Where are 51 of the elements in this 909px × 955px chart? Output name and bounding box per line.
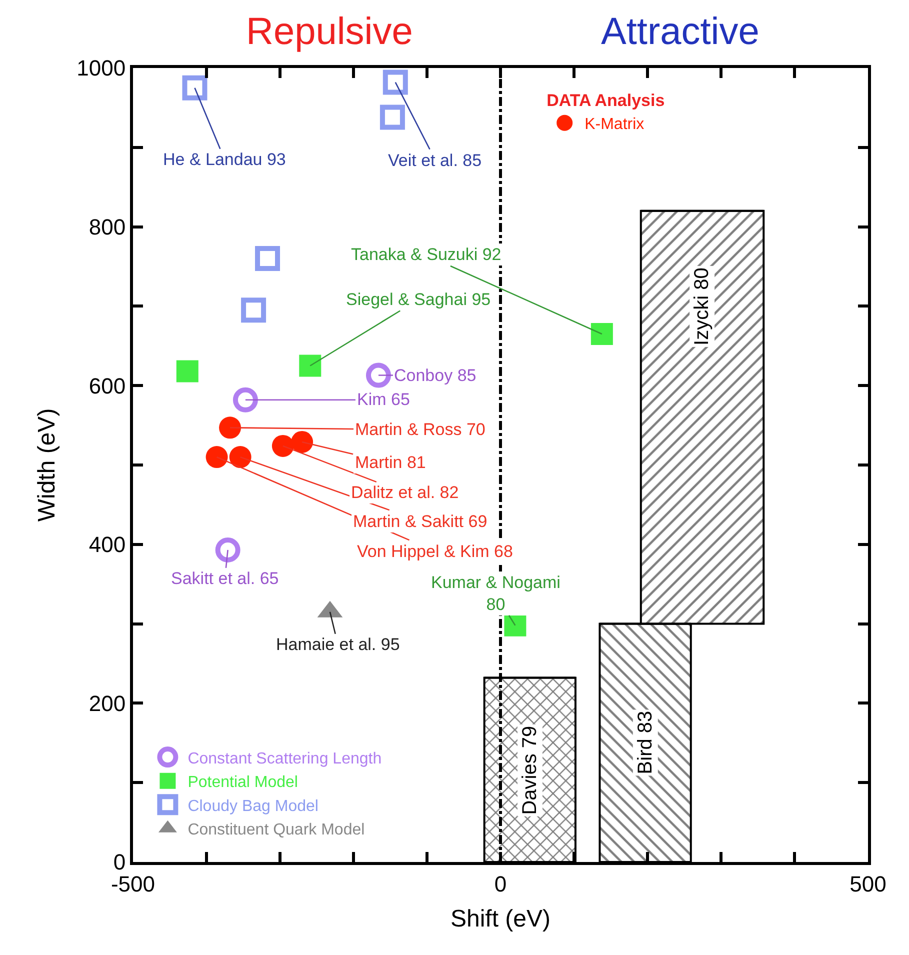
annotation: Martin & Ross 70 (355, 420, 486, 439)
point (255, 246, 280, 272)
point (291, 430, 314, 453)
x-tick-label: 500 (850, 871, 886, 896)
text: Attractive (601, 11, 760, 53)
point (206, 446, 228, 468)
annotation: Siegel & Saghai 95 (346, 290, 491, 309)
annotation: Martin & Sakitt 69 (353, 512, 488, 531)
x-tick-label: 0 (494, 871, 507, 896)
point (232, 387, 258, 412)
point (219, 416, 242, 439)
annotation: Sakitt et al. 65 (171, 569, 279, 588)
legend-title: DATA Analysis (546, 90, 665, 110)
annotation: Davies 79 (519, 726, 541, 815)
point (229, 446, 252, 468)
point (241, 298, 266, 323)
annotation: Hamaie et al. 95 (276, 635, 400, 654)
y-tick-label: 800 (88, 214, 126, 240)
annotation: Tanaka & Suzuki 92 (351, 245, 502, 264)
legend-label: K-Matrix (584, 116, 644, 134)
annotation: Kumar & Nogami 80 (431, 573, 560, 614)
point (382, 70, 408, 95)
legend-label: Cloudy Bag Model (188, 798, 318, 815)
annotation: Veit et al. 85 (388, 151, 482, 170)
y-tick-label: 1000 (76, 56, 126, 81)
x-axis-title: Shift (eV) (450, 906, 551, 933)
y-tick-label: 400 (88, 532, 126, 558)
point (380, 104, 405, 130)
y-tick-label: 200 (88, 690, 126, 716)
legend-label: Constituent Quark Model (188, 822, 365, 839)
legend-label: Potential Model (188, 774, 298, 792)
legend-label: Constant Scattering Length (188, 750, 382, 768)
annotation: Von Hippel & Kim 68 (357, 542, 513, 561)
point (215, 537, 240, 562)
annotation: Bird 83 (634, 710, 656, 774)
point (182, 75, 208, 100)
point (272, 434, 294, 457)
annotation: Martin 81 (355, 453, 426, 472)
text: Repulsive (246, 11, 413, 53)
point (590, 322, 613, 345)
annotation: Conboy 85 (394, 366, 476, 385)
point (366, 362, 391, 388)
y-axis-title: Width (eV) (34, 408, 61, 522)
point (176, 360, 198, 382)
point (299, 354, 322, 377)
annotation: Dalitz et al. 82 (351, 483, 459, 502)
annotation: He & Landau 93 (163, 150, 286, 169)
y-tick-label: 600 (88, 373, 126, 398)
annotation: Izycki 80 (691, 268, 714, 346)
point (504, 614, 526, 636)
annotation: Kim 65 (357, 390, 410, 409)
